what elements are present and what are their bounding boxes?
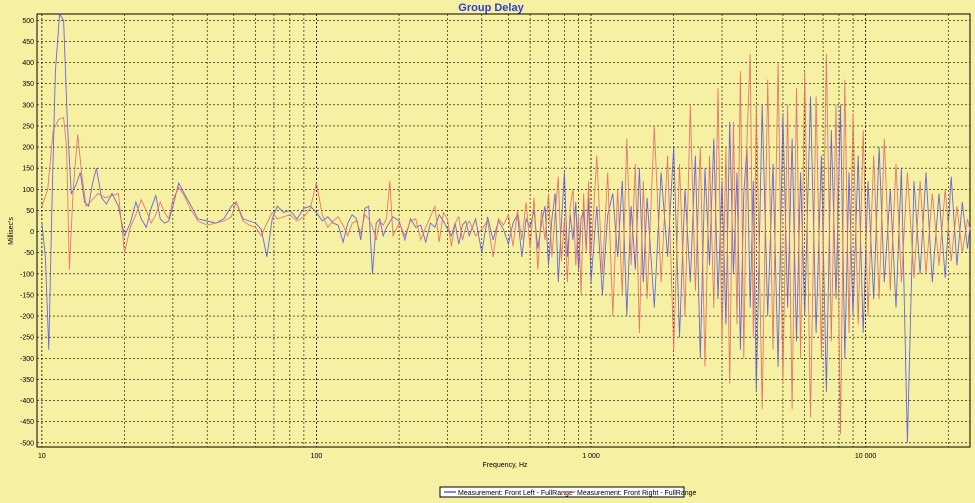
y-tick-label: -400 (20, 398, 34, 405)
y-tick-label: 300 (22, 102, 34, 109)
y-tick-label: -300 (20, 356, 34, 363)
y-tick-label: -100 (20, 271, 34, 278)
y-tick-labels: 500450400350300250200150100500-50-100-15… (20, 18, 34, 447)
y-tick-label: 50 (26, 208, 34, 215)
x-tick-label: 100 (311, 453, 323, 460)
y-tick-label: 150 (22, 166, 34, 173)
y-tick-label: 500 (22, 18, 34, 25)
y-tick-label: -250 (20, 335, 34, 342)
y-tick-label: -50 (24, 250, 34, 257)
y-axis-label: Millisec's (8, 217, 15, 245)
y-tick-label: 250 (22, 123, 34, 130)
y-tick-label: 350 (22, 81, 34, 88)
y-tick-label: -500 (20, 440, 34, 447)
y-tick-label: 400 (22, 60, 34, 67)
grid-lines (37, 14, 970, 447)
y-tick-label: -200 (20, 314, 34, 321)
y-tick-label: 100 (22, 187, 34, 194)
x-tick-label: 10 000 (855, 453, 877, 460)
series-line-front-left (41, 12, 971, 443)
legend-label-right: Measurement: Front Right - FullRange (577, 490, 697, 497)
x-tick-label: 1 000 (582, 453, 600, 460)
y-tick-label: 450 (22, 39, 34, 46)
y-tick-label: 200 (22, 145, 34, 152)
y-tick-label: -150 (20, 292, 34, 299)
y-tick-label: -450 (20, 419, 34, 426)
x-axis-label: Frequency, Hz (483, 462, 528, 469)
legend-label-left: Measurement: Front Left - FullRange (458, 490, 573, 497)
legend-box (439, 486, 685, 498)
legend: Measurement: Front Left - FullRange Meas… (439, 486, 697, 498)
x-tick-labels: 10 100 1 000 10 000 (38, 453, 876, 460)
chart-title: Group Delay (458, 2, 524, 14)
x-tick-label: 10 (38, 453, 46, 460)
y-tick-label: -350 (20, 377, 34, 384)
series-layer (41, 12, 971, 443)
y-tick-label: 0 (30, 229, 34, 236)
series-line-front-right (41, 54, 971, 435)
